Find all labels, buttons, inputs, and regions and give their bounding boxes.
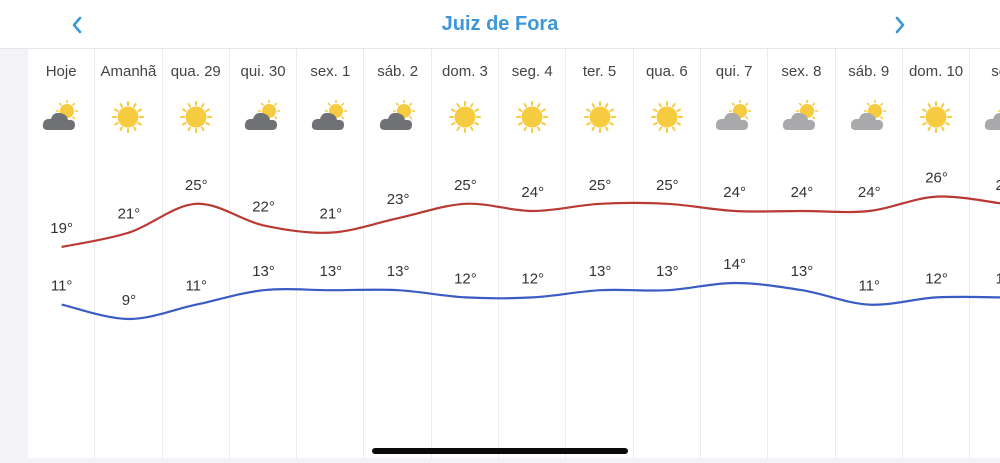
day-column[interactable]: dom. 3 bbox=[432, 49, 500, 458]
sun-icon bbox=[112, 101, 145, 133]
high-temp-label: 26° bbox=[925, 170, 948, 187]
high-temp-label: 24° bbox=[858, 184, 881, 201]
forecast-scroll-area[interactable]: Hoje Amanhã qua. 29 qui. 30 sex. 1 sáb. 2 dom.… bbox=[28, 49, 1000, 458]
sun-icon bbox=[920, 101, 953, 133]
chevron-left-icon bbox=[72, 16, 82, 34]
day-column[interactable]: dom. 10 bbox=[903, 49, 971, 458]
side-margin bbox=[0, 49, 28, 463]
high-temp-label: 21° bbox=[118, 206, 141, 223]
day-label: sáb. 9 bbox=[848, 63, 890, 80]
previous-location-button[interactable] bbox=[62, 10, 92, 40]
day-column[interactable]: Amanhã bbox=[95, 49, 163, 458]
day-column[interactable]: qui. 30 bbox=[230, 49, 298, 458]
high-temp-label: 24° bbox=[723, 184, 746, 201]
day-label: sáb. 2 bbox=[377, 63, 419, 80]
day-column[interactable]: sáb. 2 bbox=[365, 49, 432, 458]
low-temp-label: 11° bbox=[51, 278, 73, 295]
day-column[interactable]: sáb. 9 bbox=[836, 49, 903, 458]
bottom-margin bbox=[0, 458, 1000, 463]
low-temp-label: 13° bbox=[320, 263, 343, 280]
partly-cloudy-light-icon bbox=[850, 99, 887, 130]
day-label: dom. 3 bbox=[442, 63, 488, 80]
low-temp-label: 11° bbox=[185, 278, 207, 295]
sun-icon bbox=[448, 101, 481, 133]
day-column[interactable]: sex. 8 bbox=[768, 49, 836, 458]
low-temp-label: 13° bbox=[252, 263, 275, 280]
sun-icon bbox=[516, 101, 549, 133]
sun-icon bbox=[179, 101, 212, 133]
temperature-chart: 19° 21° 25° 22° 21° 23° 25° 24° 25° 25° 24° 24° 24° 2… bbox=[50, 170, 1000, 321]
low-temp-label: 13° bbox=[656, 263, 679, 280]
sun-icon bbox=[583, 101, 616, 133]
header: Juiz de Fora bbox=[0, 0, 1000, 49]
partly-cloudy-light-icon bbox=[715, 99, 752, 130]
day-label: sex. 1 bbox=[310, 63, 351, 80]
high-temp-label: 24° bbox=[791, 184, 814, 201]
low-temp-label: 9° bbox=[122, 292, 136, 309]
sun-icon bbox=[650, 101, 683, 133]
low-temp-label: 12° bbox=[925, 270, 948, 287]
partly-cloudy-dark-icon bbox=[42, 99, 79, 130]
low-temp-label: 13° bbox=[589, 263, 612, 280]
day-label: qui. 7 bbox=[715, 63, 753, 80]
low-temp-label: 13° bbox=[791, 263, 814, 280]
high-temp-label: 22° bbox=[252, 198, 275, 215]
low-temp-label: 14° bbox=[723, 256, 746, 273]
partly-cloudy-dark-icon bbox=[379, 99, 415, 130]
high-temp-label: 25° bbox=[185, 177, 208, 194]
day-column[interactable]: sex. 1 bbox=[297, 49, 365, 458]
high-temp-label: 25 bbox=[996, 177, 1000, 194]
high-temp-label: 24° bbox=[521, 184, 544, 201]
low-temp-label: 11° bbox=[858, 278, 880, 295]
partly-cloudy-dark-icon bbox=[312, 99, 348, 130]
day-column[interactable]: qua. 29 bbox=[163, 49, 230, 458]
day-label: ter. 5 bbox=[582, 63, 617, 80]
partly-cloudy-light-icon bbox=[783, 99, 819, 130]
chevron-right-icon bbox=[895, 16, 905, 34]
high-temp-label: 25° bbox=[589, 177, 612, 194]
day-label: dom. 10 bbox=[908, 63, 964, 80]
high-temp-label: 21° bbox=[320, 206, 343, 223]
low-temp-line bbox=[61, 281, 1000, 321]
next-location-button[interactable] bbox=[885, 10, 915, 40]
day-label: seg bbox=[991, 63, 1000, 80]
day-column[interactable]: seg. 4 bbox=[499, 49, 567, 458]
day-label: qui. 30 bbox=[240, 63, 286, 80]
day-column[interactable]: Hoje bbox=[28, 49, 96, 458]
day-column[interactable]: qua. 6 bbox=[634, 49, 701, 458]
home-indicator[interactable] bbox=[372, 448, 628, 454]
day-label: qua. 6 bbox=[645, 63, 688, 80]
location-title: Juiz de Fora bbox=[441, 13, 559, 35]
day-column[interactable]: qui. 7 bbox=[701, 49, 769, 458]
high-temp-label: 23° bbox=[387, 191, 410, 208]
day-label: seg. 4 bbox=[511, 63, 553, 80]
partly-cloudy-dark-icon bbox=[244, 99, 281, 130]
day-column[interactable]: ter. 5 bbox=[566, 49, 634, 458]
high-temp-line bbox=[61, 195, 1000, 249]
low-temp-label: 12° bbox=[454, 270, 477, 287]
day-label: qua. 29 bbox=[170, 63, 221, 80]
low-temp-label: 12° bbox=[521, 270, 544, 287]
day-label: Amanhã bbox=[100, 63, 157, 80]
day-label: sex. 8 bbox=[781, 63, 822, 80]
low-temp-label: 12 bbox=[996, 270, 1000, 287]
day-label: Hoje bbox=[45, 63, 77, 80]
high-temp-label: 25° bbox=[454, 177, 477, 194]
high-temp-label: 25° bbox=[656, 177, 679, 194]
low-temp-label: 13° bbox=[387, 263, 410, 280]
high-temp-label: 19° bbox=[50, 220, 73, 237]
